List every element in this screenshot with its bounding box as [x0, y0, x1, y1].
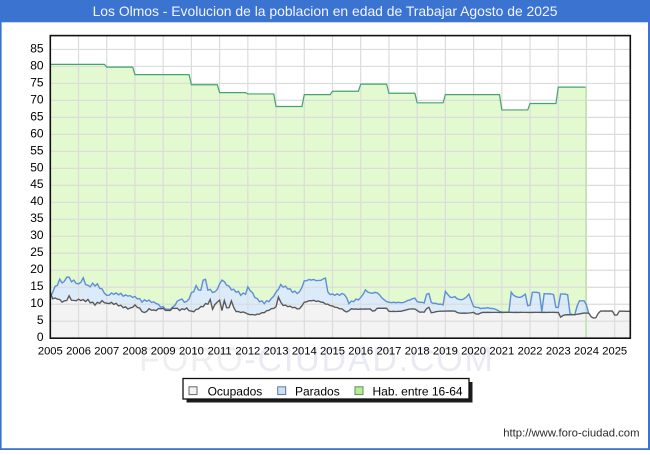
svg-text:2018: 2018	[405, 346, 430, 358]
svg-text:0: 0	[37, 330, 44, 344]
svg-text:2023: 2023	[546, 346, 571, 358]
svg-text:2019: 2019	[433, 346, 458, 358]
svg-text:2007: 2007	[94, 346, 119, 358]
svg-text:2010: 2010	[179, 346, 204, 358]
svg-text:2015: 2015	[320, 346, 345, 358]
svg-text:Hab. entre 16-64: Hab. entre 16-64	[373, 385, 463, 399]
svg-text:2022: 2022	[518, 346, 543, 358]
svg-text:Parados: Parados	[295, 385, 340, 399]
svg-text:60: 60	[30, 126, 44, 140]
svg-text:2005: 2005	[38, 346, 63, 358]
svg-text:35: 35	[30, 211, 44, 225]
svg-text:2012: 2012	[235, 346, 260, 358]
svg-text:65: 65	[30, 109, 44, 123]
svg-text:15: 15	[30, 279, 44, 293]
svg-text:2025: 2025	[602, 346, 627, 358]
svg-text:75: 75	[30, 75, 44, 89]
svg-text:http://www.foro-ciudad.com: http://www.foro-ciudad.com	[503, 428, 639, 440]
svg-text:2006: 2006	[66, 346, 91, 358]
svg-text:20: 20	[30, 262, 44, 276]
svg-text:2016: 2016	[348, 346, 373, 358]
svg-text:FORO-CIUDAD.COM: FORO-CIUDAD.COM	[139, 341, 495, 379]
svg-text:5: 5	[37, 313, 44, 327]
svg-text:2024: 2024	[574, 346, 599, 358]
svg-text:45: 45	[30, 177, 44, 191]
svg-text:Los Olmos - Evolucion de la po: Los Olmos - Evolucion de la poblacion en…	[93, 3, 558, 19]
svg-text:2017: 2017	[376, 346, 401, 358]
svg-text:80: 80	[30, 58, 44, 72]
svg-text:2013: 2013	[264, 346, 289, 358]
svg-text:2021: 2021	[489, 346, 514, 358]
svg-text:40: 40	[30, 194, 44, 208]
svg-text:10: 10	[30, 296, 44, 310]
svg-text:70: 70	[30, 92, 44, 106]
svg-text:55: 55	[30, 143, 44, 157]
svg-text:2009: 2009	[151, 346, 176, 358]
svg-text:2014: 2014	[292, 346, 317, 358]
svg-text:50: 50	[30, 160, 44, 174]
svg-text:2020: 2020	[461, 346, 486, 358]
svg-text:25: 25	[30, 245, 44, 259]
svg-text:2008: 2008	[123, 346, 148, 358]
svg-text:Ocupados: Ocupados	[208, 385, 263, 399]
svg-text:85: 85	[30, 41, 44, 55]
svg-text:30: 30	[30, 228, 44, 242]
svg-text:2011: 2011	[208, 346, 232, 358]
